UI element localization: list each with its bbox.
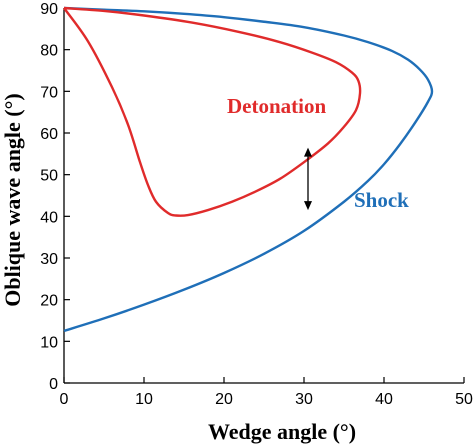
x-tick-label: 10: [135, 391, 153, 408]
x-tick-label: 20: [215, 391, 233, 408]
y-tick-label: 60: [40, 126, 58, 143]
series-layer: [63, 6, 434, 333]
y-tick-label: 20: [40, 293, 58, 310]
y-tick-label: 90: [40, 1, 58, 18]
y-tick-label: 50: [40, 168, 58, 185]
y-tick-label: 0: [49, 376, 58, 393]
y-tick-label: 30: [40, 251, 58, 268]
plot-frame: [63, 8, 464, 384]
y-tick-label: 40: [40, 209, 58, 226]
x-axis-title: Wedge angle (°): [208, 419, 356, 444]
x-tick-label: 30: [295, 391, 313, 408]
y-ticks: 0 10 20 30 40 50 60 70 80 90: [40, 1, 70, 393]
shock-label: Shock: [354, 188, 409, 212]
y-tick-label: 10: [40, 334, 58, 351]
detonation-curve: [63, 6, 362, 217]
x-tick-label: 40: [375, 391, 393, 408]
x-tick-label: 50: [455, 391, 473, 408]
y-tick-label: 70: [40, 84, 58, 101]
annotation-layer: [304, 147, 312, 211]
x-ticks: 0 10 20 30 40 50: [60, 377, 473, 408]
y-tick-label: 80: [40, 43, 58, 60]
arrow-head-down: [304, 201, 312, 211]
x-tick-label: 0: [60, 391, 69, 408]
y-axis-title: Oblique wave angle (°): [0, 93, 25, 307]
arrow-head-up: [304, 147, 312, 157]
shock-curve: [63, 6, 434, 333]
detonation-label: Detonation: [227, 94, 326, 118]
